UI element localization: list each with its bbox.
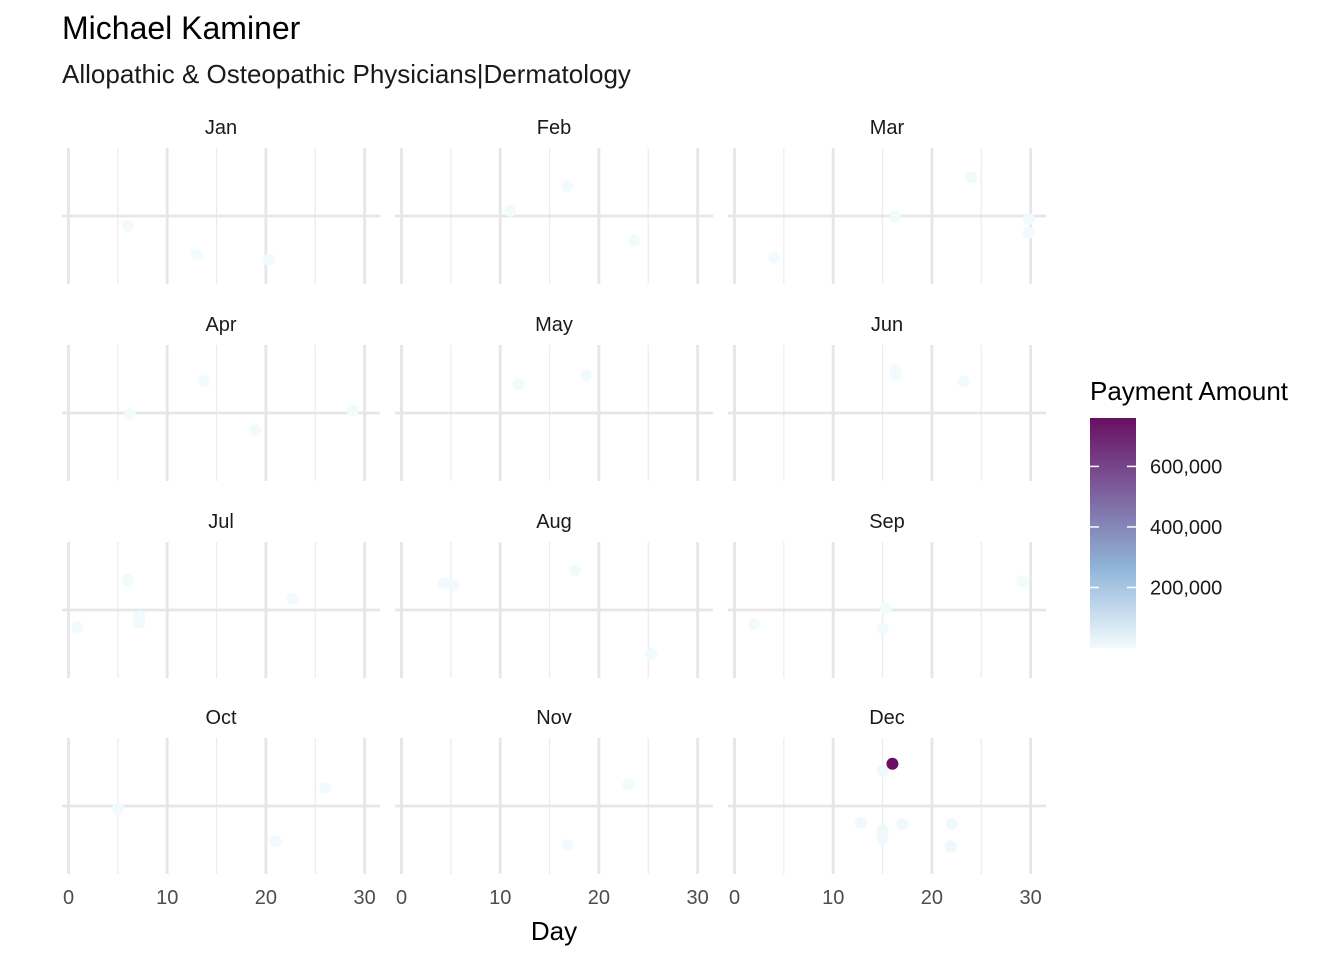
data-point — [944, 840, 957, 853]
legend-break-label: 200,000 — [1150, 577, 1222, 599]
facet-label: Jul — [208, 511, 234, 533]
facet-panel-jan: Jan — [62, 117, 380, 284]
facet-panel-aug: Aug — [395, 511, 713, 678]
data-point — [748, 618, 761, 631]
x-tick-label: 0 — [396, 887, 407, 909]
x-tick-label: 0 — [63, 887, 74, 909]
data-point — [886, 757, 899, 770]
x-tick-label: 30 — [687, 887, 709, 909]
x-tick-label: 30 — [354, 887, 376, 909]
data-point — [645, 648, 658, 661]
facet-label: Sep — [869, 511, 905, 533]
data-point — [896, 818, 909, 831]
facet-panel-may: May — [395, 314, 713, 481]
data-point — [121, 219, 134, 232]
data-point — [945, 817, 958, 830]
data-point — [561, 839, 574, 852]
legend-break-label: 400,000 — [1150, 517, 1222, 539]
data-point — [876, 622, 889, 635]
x-tick-label: 10 — [156, 887, 178, 909]
legend-break-label: 600,000 — [1150, 456, 1222, 478]
x-tick-label: 20 — [255, 887, 277, 909]
facet-label: Jan — [205, 117, 237, 139]
data-point — [269, 835, 282, 848]
data-point — [262, 253, 275, 266]
data-point — [71, 621, 84, 634]
facet-panel-jun: Jun — [728, 314, 1046, 481]
facet-label: Mar — [870, 117, 905, 139]
facet-panel-oct: Oct 0 10 20 30 — [62, 707, 380, 909]
facet-panel-sep: Sep — [728, 511, 1046, 678]
data-point — [197, 375, 210, 387]
facet-panel-apr: Apr — [62, 314, 380, 481]
facet-label: Aug — [536, 511, 572, 533]
data-point — [622, 778, 635, 791]
facet-label: Apr — [205, 314, 236, 336]
facet-panel-jul: Jul — [62, 511, 380, 678]
facet-panel-feb: Feb — [395, 117, 713, 284]
data-point — [286, 592, 299, 605]
data-point — [447, 579, 460, 592]
x-tick-label: 10 — [822, 887, 844, 909]
color-legend: Payment Amount 200,000 400,000 600,000 — [1090, 376, 1289, 648]
x-tick-label: 20 — [921, 887, 943, 909]
data-point — [876, 832, 889, 845]
data-point — [1022, 213, 1035, 226]
legend-title: Payment Amount — [1090, 376, 1289, 406]
data-point — [512, 378, 525, 391]
data-point — [876, 764, 889, 777]
data-point — [879, 602, 892, 615]
facet-label: May — [535, 314, 573, 336]
data-point — [561, 179, 574, 192]
data-point — [889, 368, 902, 381]
data-point — [249, 424, 262, 437]
data-point — [1022, 226, 1035, 239]
x-axis-title: Day — [531, 916, 577, 946]
facet-panel-dec: Dec 0 10 20 30 — [728, 707, 1046, 909]
data-point — [437, 577, 450, 590]
chart-title: Michael Kaminer — [62, 10, 301, 46]
data-point — [767, 251, 780, 264]
x-tick-label: 10 — [489, 887, 511, 909]
x-tick-label: 20 — [588, 887, 610, 909]
data-point — [628, 234, 641, 247]
facet-label: Jun — [871, 314, 903, 336]
data-point — [190, 248, 203, 261]
data-point — [1016, 575, 1029, 588]
data-point — [569, 564, 582, 577]
legend-colorbar — [1090, 418, 1136, 648]
data-point — [876, 824, 889, 837]
x-tick-label: 30 — [1020, 887, 1042, 909]
facet-label: Oct — [205, 707, 237, 729]
data-point — [111, 802, 124, 815]
data-point — [123, 408, 136, 421]
chart-subtitle: Allopathic & Osteopathic Physicians|Derm… — [62, 59, 631, 89]
x-tick-label: 0 — [729, 887, 740, 909]
data-point — [965, 171, 978, 184]
data-point — [957, 375, 970, 388]
data-point — [121, 573, 134, 586]
data-point — [133, 616, 146, 629]
data-point — [504, 204, 517, 217]
data-point — [580, 369, 593, 382]
facet-panel-nov: Nov 0 10 20 30 — [395, 707, 713, 909]
facet-panel-mar: Mar — [728, 117, 1046, 284]
facet-label: Feb — [537, 117, 571, 139]
data-point — [346, 404, 359, 417]
facet-label: Dec — [869, 707, 905, 729]
facet-label: Nov — [536, 707, 572, 729]
data-point — [854, 816, 867, 829]
data-point — [319, 782, 332, 795]
legend-ticks: 200,000 400,000 600,000 — [1090, 456, 1222, 599]
data-point — [889, 210, 902, 223]
